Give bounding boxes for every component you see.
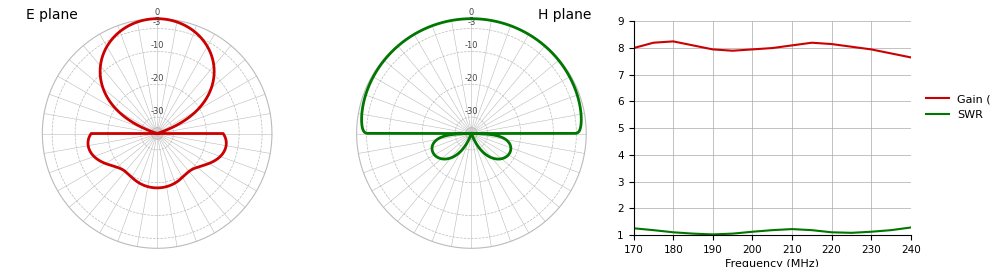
Text: -3: -3 (467, 18, 475, 27)
Text: -20: -20 (150, 74, 164, 83)
Text: 200 MHz: 200 MHz (281, 0, 342, 1)
Text: -30: -30 (150, 107, 164, 116)
Text: -10: -10 (464, 41, 478, 50)
Text: -3: -3 (153, 18, 161, 27)
X-axis label: Frequency (MHz): Frequency (MHz) (726, 259, 819, 267)
Text: -10: -10 (150, 41, 164, 50)
Text: 0: 0 (469, 8, 474, 17)
Text: H plane: H plane (539, 8, 592, 22)
Text: 0: 0 (154, 8, 159, 17)
Text: -30: -30 (464, 107, 478, 116)
Legend: Gain (dBi), SWR: Gain (dBi), SWR (922, 89, 990, 124)
Text: -20: -20 (464, 74, 478, 83)
Text: E plane: E plane (27, 8, 78, 22)
